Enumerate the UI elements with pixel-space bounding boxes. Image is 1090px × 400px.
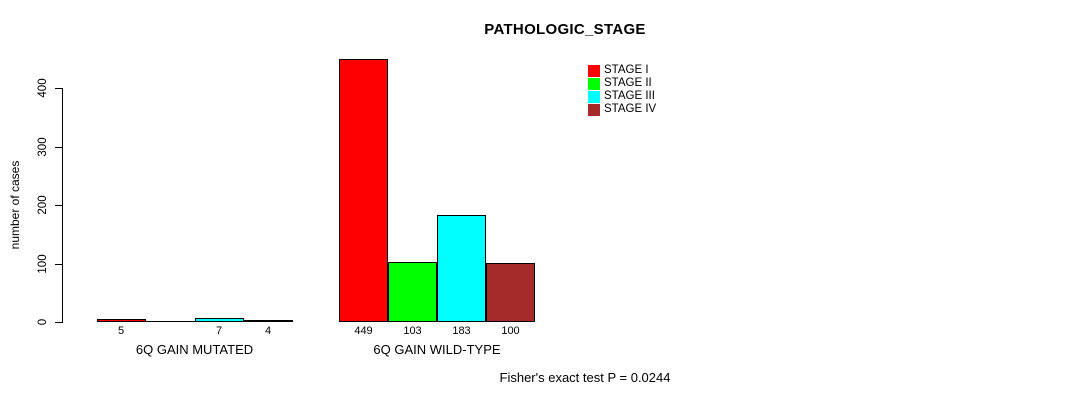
- y-tick-mark: [55, 322, 62, 323]
- legend: STAGE I STAGE II STAGE III STAGE IV: [588, 64, 656, 116]
- bar-value-label: 5: [117, 325, 125, 337]
- legend-swatch-stage-ii: [588, 77, 600, 90]
- legend-item-stage-i: STAGE I: [588, 64, 656, 77]
- legend-swatch-stage-i: [588, 64, 600, 77]
- y-tick-label: 300: [37, 137, 49, 157]
- category-label: 6Q GAIN WILD-TYPE: [373, 342, 501, 357]
- y-tick-mark: [55, 88, 62, 89]
- bar-stage-iv: [486, 263, 535, 322]
- legend-item-stage-iii: STAGE III: [588, 90, 656, 103]
- bar-value-label: 183: [452, 325, 471, 337]
- legend-item-stage-iv: STAGE IV: [588, 103, 656, 116]
- bar-value-label: 449: [354, 325, 373, 337]
- bar-stage-i: [339, 59, 388, 322]
- legend-label-stage-iv: STAGE IV: [604, 103, 657, 115]
- legend-item-stage-ii: STAGE II: [588, 77, 656, 90]
- bar-value-label: 7: [215, 325, 223, 337]
- y-tick-mark: [55, 205, 62, 206]
- legend-label-stage-iii: STAGE III: [604, 90, 655, 102]
- bar-value-label: 4: [264, 325, 272, 337]
- legend-swatch-stage-iii: [588, 90, 600, 103]
- y-tick-label: 100: [37, 254, 49, 274]
- y-tick-label: 400: [37, 78, 49, 98]
- chart-title: PATHOLOGIC_STAGE: [484, 21, 646, 38]
- bar-value-label: 100: [501, 325, 520, 337]
- y-tick-label: 200: [37, 195, 49, 215]
- bar-stage-i: [96, 319, 146, 322]
- bar-stage-ii-zero: [145, 321, 195, 322]
- bar-value-label: 103: [403, 325, 422, 337]
- y-tick-mark: [55, 264, 62, 265]
- bar-stage-iii: [194, 318, 244, 322]
- bar-stage-iv: [243, 320, 293, 322]
- y-axis-title: number of cases: [8, 160, 22, 250]
- y-tick-mark: [55, 147, 62, 148]
- legend-swatch-stage-iv: [588, 103, 600, 116]
- y-tick-label: 0: [37, 318, 49, 326]
- y-axis-line: [62, 88, 63, 323]
- bar-stage-iii: [437, 215, 486, 322]
- legend-label-stage-ii: STAGE II: [604, 77, 652, 89]
- footnote: Fisher's exact test P = 0.0244: [499, 370, 671, 385]
- bar-stage-ii: [388, 262, 437, 322]
- legend-label-stage-i: STAGE I: [604, 64, 649, 76]
- category-label: 6Q GAIN MUTATED: [135, 342, 254, 357]
